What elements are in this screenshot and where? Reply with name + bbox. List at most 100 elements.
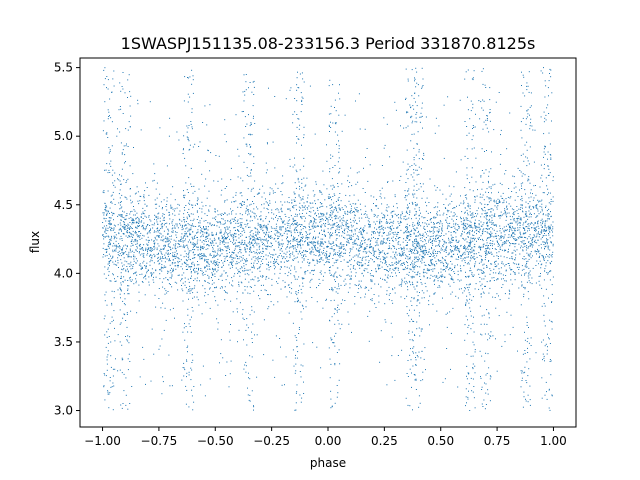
- data-point: [514, 218, 515, 220]
- data-point: [359, 257, 361, 258]
- data-point: [260, 260, 262, 262]
- data-point: [436, 227, 438, 229]
- data-point: [288, 267, 290, 269]
- data-point: [295, 229, 297, 231]
- data-point: [403, 232, 405, 234]
- data-point: [327, 221, 329, 223]
- data-point: [552, 180, 554, 182]
- data-point: [120, 214, 122, 216]
- data-point: [213, 256, 215, 258]
- data-point: [103, 273, 105, 275]
- data-point: [551, 284, 553, 286]
- data-point: [501, 287, 503, 288]
- data-point: [452, 254, 454, 255]
- data-point: [336, 222, 338, 224]
- data-point: [535, 207, 537, 209]
- data-point: [137, 236, 139, 237]
- data-point: [172, 259, 174, 261]
- data-point: [159, 220, 161, 222]
- data-point: [492, 228, 494, 230]
- data-point: [245, 261, 247, 263]
- data-point: [340, 275, 342, 277]
- data-point: [268, 240, 269, 242]
- data-point: [230, 223, 232, 225]
- data-point: [108, 245, 110, 247]
- data-point: [512, 232, 514, 234]
- data-point: [156, 239, 158, 241]
- data-point: [230, 255, 231, 257]
- data-point: [472, 256, 474, 258]
- data-point: [370, 299, 372, 301]
- data-point: [441, 228, 443, 230]
- data-point: [154, 230, 155, 232]
- data-point: [335, 252, 337, 254]
- data-point: [293, 207, 295, 209]
- data-point: [286, 240, 288, 242]
- data-point: [431, 264, 433, 266]
- data-point: [383, 217, 385, 219]
- data-point: [468, 302, 470, 304]
- data-point: [468, 251, 470, 253]
- data-point: [501, 244, 503, 246]
- data-point: [325, 216, 327, 218]
- data-point: [357, 199, 359, 201]
- data-point: [133, 241, 135, 243]
- data-point: [151, 268, 153, 270]
- data-point: [401, 251, 403, 253]
- data-point: [188, 215, 190, 217]
- data-point: [290, 235, 292, 237]
- data-point: [280, 207, 282, 209]
- data-point: [432, 217, 434, 219]
- data-point: [389, 247, 391, 249]
- data-point: [440, 280, 442, 282]
- data-point: [213, 239, 215, 241]
- data-point: [539, 205, 541, 207]
- data-point: [161, 248, 163, 250]
- data-point: [313, 210, 315, 212]
- data-point: [347, 226, 349, 227]
- data-point: [400, 220, 401, 222]
- data-point: [252, 239, 254, 241]
- data-point: [132, 222, 134, 224]
- data-point: [527, 203, 529, 205]
- data-point: [259, 266, 261, 268]
- data-point: [525, 215, 527, 217]
- data-point: [394, 196, 396, 198]
- data-point: [339, 220, 341, 222]
- data-point: [186, 227, 188, 229]
- data-point: [543, 230, 545, 232]
- data-point: [470, 258, 472, 260]
- data-point: [304, 226, 306, 228]
- data-point: [538, 245, 540, 247]
- data-point: [114, 232, 116, 233]
- data-point: [211, 240, 213, 242]
- data-point: [253, 237, 255, 239]
- data-point: [333, 274, 335, 276]
- data-point: [229, 238, 230, 240]
- data-point: [365, 210, 367, 212]
- data-point: [273, 218, 274, 220]
- data-point: [197, 231, 199, 233]
- data-point: [402, 262, 404, 264]
- data-point: [165, 236, 167, 238]
- data-point: [136, 186, 138, 188]
- data-point: [346, 241, 348, 243]
- data-point: [298, 235, 300, 237]
- data-point: [184, 284, 186, 286]
- data-point: [438, 260, 440, 262]
- data-point: [284, 230, 286, 232]
- data-point: [327, 219, 329, 221]
- data-point: [416, 238, 417, 240]
- data-point: [287, 284, 289, 286]
- data-point: [182, 268, 183, 270]
- data-point: [173, 255, 174, 257]
- data-point: [294, 200, 295, 202]
- data-point: [204, 255, 206, 257]
- data-point: [315, 236, 317, 238]
- data-point: [123, 211, 125, 213]
- data-point: [364, 256, 366, 258]
- data-point: [259, 226, 261, 228]
- data-point: [321, 226, 322, 228]
- data-point: [552, 228, 554, 230]
- data-point: [391, 221, 393, 223]
